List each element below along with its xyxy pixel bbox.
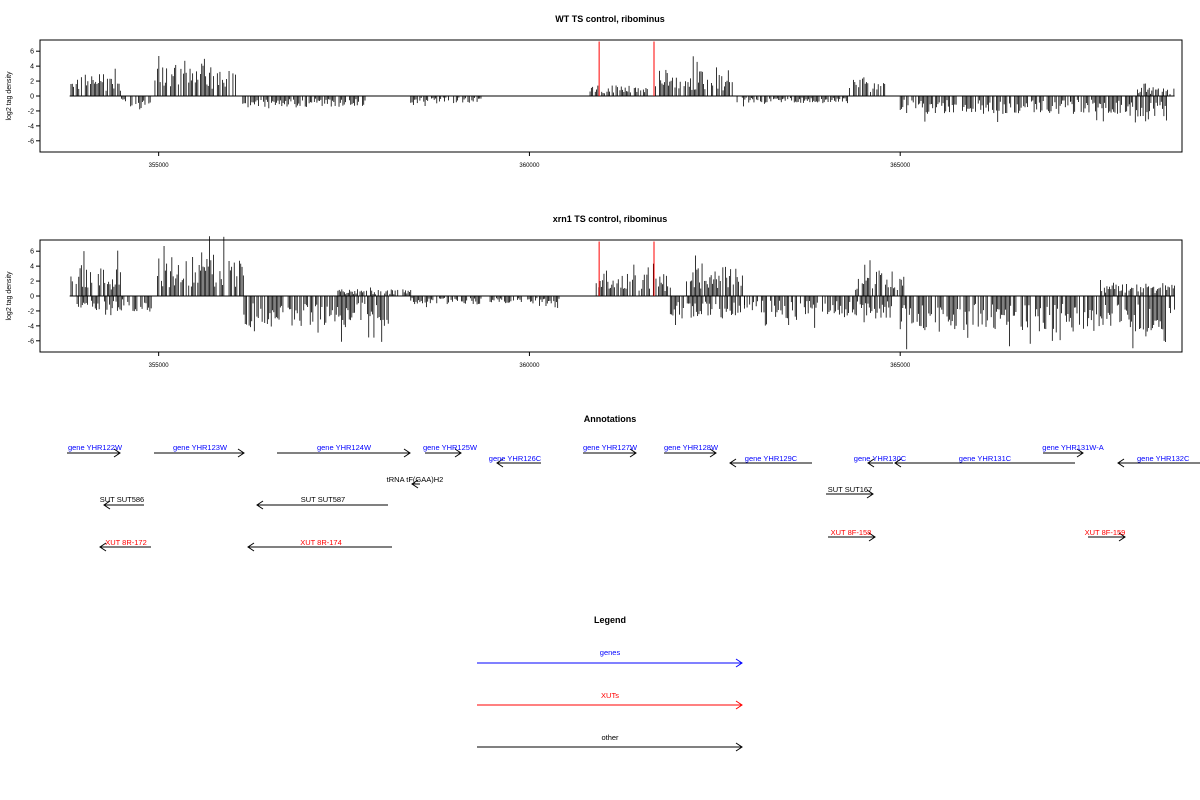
y-tick-label: -6 [28,138,34,145]
y-tick-label: 4 [30,264,34,271]
x-tick-label: 365000 [890,363,911,369]
legend-item-xuts: XUTs [477,691,743,710]
annotation-arrow: XUT 8F-159 [1085,528,1126,542]
annotation-label: XUT 8F-158 [831,528,872,537]
annotation-label: SUT SUT587 [301,495,345,504]
annotation-label: gene YHR131C [959,454,1012,463]
x-axis: 355000 360000 365000 [149,152,911,169]
annotation-arrow: gene YHR126C [489,454,542,468]
svg-text:other: other [601,733,619,742]
annotation-arrow: gene YHR128W [664,443,719,458]
marker-lines [598,241,655,296]
x-tick-label: 355000 [149,363,170,369]
annotation-label: gene YHR123W [173,443,228,452]
y-tick-label: -4 [28,323,34,330]
annotation-arrow: gene YHR123W [154,443,245,458]
panel-title: xrn1 TS control, ribominus [553,214,668,224]
annotation-label: XUT 8R-174 [300,538,342,547]
annotation-arrow: gene YHR124W [277,443,411,458]
density-bars [70,236,1175,350]
annotation-arrow: gene YHR131C [894,454,1075,468]
y-axis-label: log2 tag density [6,71,13,121]
annotation-arrow: SUT SUT586 [100,495,144,510]
annotation-label: gene YHR124W [317,443,372,452]
annotation-arrow: XUT 8F-158 [828,528,876,542]
y-axis-label: log2 tag density [6,271,13,321]
x-tick-label: 365000 [890,163,911,169]
x-axis: 355000 360000 365000 [149,352,911,369]
y-tick-label: -2 [28,308,34,315]
annotation-label: gene YHR126C [489,454,542,463]
y-axis: 6 4 2 0 -2 -4 -6 [28,49,40,145]
y-tick-label: 0 [30,94,34,101]
y-tick-label: -2 [28,108,34,115]
annotation-arrow: gene YHR125W [423,443,478,458]
annotation-arrow: gene YHR131W-A [1042,443,1104,458]
y-tick-label: -4 [28,123,34,130]
y-tick-label: 2 [30,79,34,86]
annotation-arrow: gene YHR130C [854,454,907,468]
annotation-arrow: SUT SUT587 [256,495,388,510]
y-tick-label: 2 [30,279,34,286]
density-bars [70,56,1175,123]
y-tick-label: 6 [30,49,34,56]
panel-title: WT TS control, ribominus [555,14,665,24]
annotation-label: gene YHR122W [68,443,123,452]
annotation-arrow: XUT 8R-174 [247,538,392,552]
legend-item-genes: genes [477,648,743,668]
annotation-label: gene YHR127W [583,443,638,452]
annotation-label: gene YHR125W [423,443,478,452]
y-tick-label: 4 [30,64,34,71]
annotation-label: XUT 8F-159 [1085,528,1126,537]
y-tick-label: 6 [30,249,34,256]
marker-lines [598,41,655,96]
annotation-arrow: XUT 8R-172 [99,538,151,552]
annotation-arrow: gene YHR122W [67,443,123,458]
annotation-arrow: SUT SUT167 [826,485,874,499]
annotation-label: tRNA tF(GAA)H2 [387,475,444,484]
svg-text:genes: genes [600,648,621,657]
annotation-label: gene YHR132C [1137,454,1190,463]
annotation-arrow: gene YHR127W [583,443,638,458]
x-tick-label: 360000 [519,363,540,369]
annotation-label: SUT SUT586 [100,495,144,504]
annotation-arrow: gene YHR129C [729,454,812,468]
x-tick-label: 355000 [149,163,170,169]
annotation-arrow: tRNA tF(GAA)H2 [387,475,444,489]
annotation-label: SUT SUT167 [828,485,872,494]
y-tick-label: -6 [28,338,34,345]
annotations-section: Annotations gene YHR122W gene YHR123W ge… [67,414,1200,552]
annotation-label: gene YHR131W-A [1042,443,1103,452]
y-tick-label: 0 [30,294,34,301]
svg-text:XUTs: XUTs [601,691,619,700]
annotation-arrow: gene YHR132C [1117,454,1200,468]
annotation-label: gene YHR130C [854,454,907,463]
annotation-label: gene YHR129C [745,454,798,463]
legend-title: Legend [594,615,626,625]
annotation-label: XUT 8R-172 [105,538,147,547]
x-tick-label: 360000 [519,163,540,169]
legend-item-other: other [477,733,743,752]
annotation-label: gene YHR128W [664,443,719,452]
annotations-title: Annotations [584,414,637,424]
wt-panel: WT TS control, ribominus log2 tag densit… [6,14,1183,169]
xrn1-panel: xrn1 TS control, ribominus log2 tag dens… [6,214,1183,369]
legend: Legend genes XUTs other [477,615,743,752]
y-axis: 6 4 2 0 -2 -4 -6 [28,249,40,345]
